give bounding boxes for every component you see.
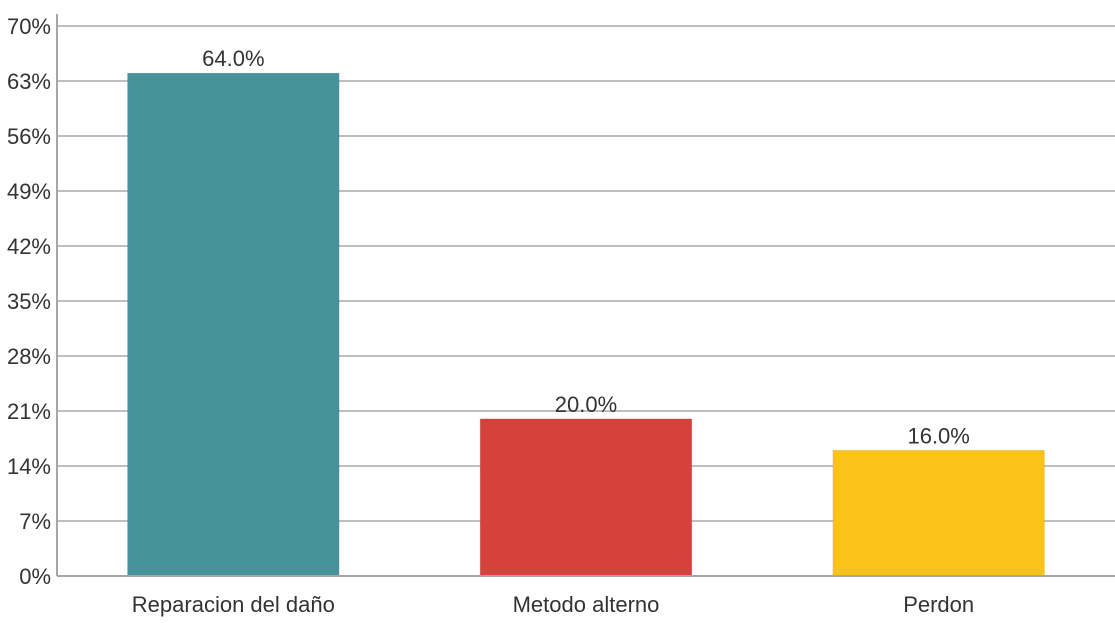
y-tick-label: 0% <box>19 564 51 589</box>
bar-2[interactable] <box>479 418 693 577</box>
y-tick-label: 49% <box>7 179 51 204</box>
y-tick-label: 63% <box>7 69 51 94</box>
x-category-label: Reparacion del daño <box>132 592 335 617</box>
axes <box>56 14 1115 577</box>
y-tick-label: 21% <box>7 399 51 424</box>
y-tick-label: 56% <box>7 124 51 149</box>
x-category-label: Perdon <box>903 592 974 617</box>
y-tick-label: 14% <box>7 454 51 479</box>
bar-1[interactable] <box>127 72 340 577</box>
data-label: 16.0% <box>907 423 969 448</box>
bar-3[interactable] <box>832 449 1045 577</box>
y-tick-label: 28% <box>7 344 51 369</box>
y-tick-label: 42% <box>7 234 51 259</box>
data-label: 64.0% <box>202 46 264 71</box>
bars <box>127 72 1045 577</box>
data-label: 20.0% <box>555 392 617 417</box>
labels: 0% 7% 14% 21% 28% 35% 42% 49% 56% 63% 70% 64.0% Repa… <box>7 14 974 617</box>
x-category-label: Metodo alterno <box>513 592 660 617</box>
y-tick-label: 70% <box>7 14 51 39</box>
y-tick-label: 35% <box>7 289 51 314</box>
y-tick-label: 7% <box>19 509 51 534</box>
